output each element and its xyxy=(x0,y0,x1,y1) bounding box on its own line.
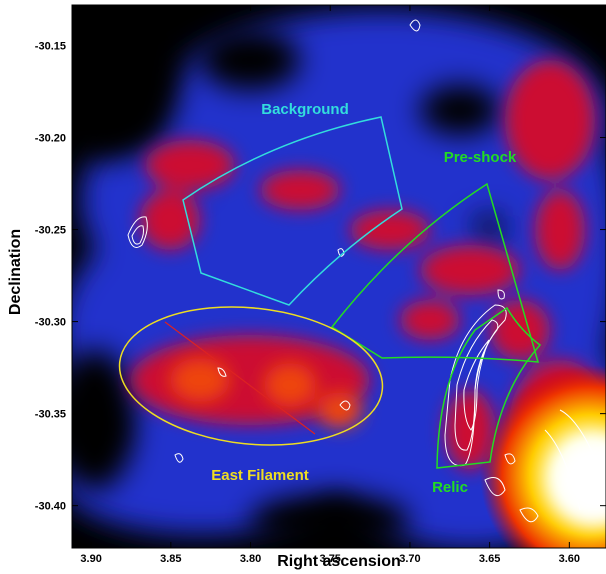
y-tick-label: -30.40 xyxy=(35,501,66,513)
region-label: Relic xyxy=(432,479,468,496)
y-axis-title: Declination xyxy=(7,229,24,315)
x-tick-label: 3.60 xyxy=(559,553,580,565)
region-label: Pre-shock xyxy=(444,149,517,166)
east-filament-region xyxy=(118,306,384,446)
x-tick-label: 3.65 xyxy=(479,553,500,565)
pre-shock-region xyxy=(330,182,540,363)
filament-axis xyxy=(164,321,316,435)
y-tick-label: -30.25 xyxy=(35,225,66,237)
relic-region xyxy=(436,306,542,469)
y-tick-label: -30.30 xyxy=(35,317,66,329)
x-tick-label: 3.80 xyxy=(240,553,261,565)
y-tick-label: -30.20 xyxy=(35,133,66,145)
x-tick-label: 3.90 xyxy=(80,553,101,565)
y-tick-label: -30.35 xyxy=(35,409,66,421)
x-tick-label: 3.85 xyxy=(160,553,181,565)
y-tick-label: -30.15 xyxy=(35,40,66,52)
x-ray-map xyxy=(72,5,606,548)
region-label: Background xyxy=(261,101,349,118)
plot-frame xyxy=(71,4,606,549)
x-axis-title: Right ascension xyxy=(277,553,401,570)
background-region xyxy=(182,116,403,306)
x-tick-label: 3.70 xyxy=(399,553,420,565)
x-tick-label: 3.75 xyxy=(320,553,341,565)
region-label: East Filament xyxy=(211,467,309,484)
